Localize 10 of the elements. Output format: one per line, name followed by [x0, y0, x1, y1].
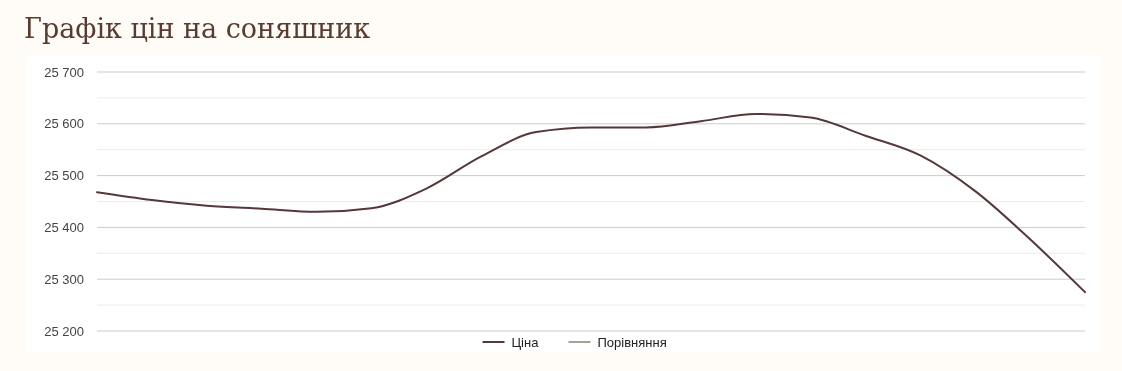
line-series — [96, 112, 1086, 294]
chart-title: Графік цін на соняшник — [24, 13, 371, 44]
legend-label: Порівняння — [597, 334, 667, 350]
y-tick-label: 25 500 — [44, 168, 84, 184]
legend-label: Ціна — [511, 334, 540, 350]
y-tick-label: 25 700 — [44, 64, 84, 80]
y-tick-label: 25 300 — [44, 271, 84, 287]
y-tick-label: 25 600 — [44, 116, 84, 132]
y-tick-label: 25 400 — [44, 219, 84, 235]
y-tick-label: 25 200 — [44, 323, 84, 339]
